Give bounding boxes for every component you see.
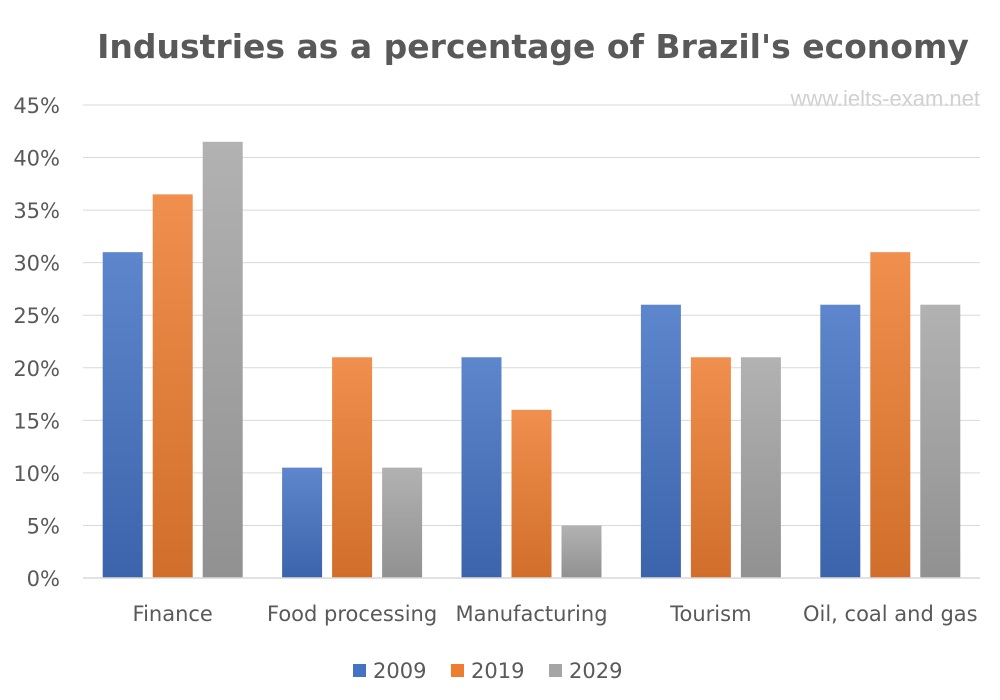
legend: 2009 2019 2029: [353, 659, 622, 683]
y-tick-label: 35%: [13, 199, 60, 223]
x-category-label: Oil, coal and gas: [803, 602, 978, 626]
y-tick-label: 10%: [13, 462, 60, 486]
legend-label: 2019: [471, 659, 524, 683]
y-tick-label: 15%: [13, 409, 60, 433]
bar-2019-food-processing: [332, 357, 373, 578]
watermark-text: www.ielts-exam.net: [789, 86, 980, 111]
bar-2019-manufacturing: [511, 409, 552, 578]
legend-label: 2009: [373, 659, 426, 683]
x-category-label: Finance: [133, 602, 213, 626]
x-category-label: Food processing: [267, 602, 437, 626]
legend-swatch: [549, 664, 562, 677]
bar-2009-oil-coal-and-gas: [820, 304, 861, 578]
bar-2019-tourism: [690, 357, 731, 578]
bar-2009-food-processing: [282, 467, 323, 578]
legend-label: 2029: [569, 659, 622, 683]
x-category-label: Manufacturing: [455, 602, 607, 626]
x-category-label: Tourism: [669, 602, 751, 626]
y-tick-label: 0%: [27, 567, 60, 591]
y-tick-label: 30%: [13, 252, 60, 276]
bar-2019-oil-coal-and-gas: [870, 252, 911, 578]
bar-2019-finance: [152, 194, 193, 578]
bar-2009-finance: [102, 252, 143, 578]
bar-2009-manufacturing: [461, 357, 502, 578]
bar-2009-tourism: [640, 304, 681, 578]
x-axis-categories: Finance Food processing Manufacturing Touri…: [133, 602, 978, 626]
bar-2029-manufacturing: [561, 525, 602, 578]
y-tick-label: 40%: [13, 147, 60, 171]
bar-2029-food-processing: [382, 467, 423, 578]
bar-2029-oil-coal-and-gas: [920, 304, 961, 578]
legend-swatch: [353, 664, 366, 677]
bars: [102, 141, 961, 579]
y-tick-label: 45%: [13, 94, 60, 118]
bar-2029-finance: [202, 141, 243, 579]
bar-2029-tourism: [740, 357, 781, 578]
y-tick-label: 20%: [13, 357, 60, 381]
chart-title: Industries as a percentage of Brazil's e…: [97, 27, 969, 66]
y-tick-label: 25%: [13, 304, 60, 328]
y-tick-label: 5%: [27, 514, 60, 538]
y-axis-ticks: 0% 5% 10% 15% 20% 25% 30% 35% 40% 45%: [13, 94, 60, 591]
legend-swatch: [451, 664, 464, 677]
